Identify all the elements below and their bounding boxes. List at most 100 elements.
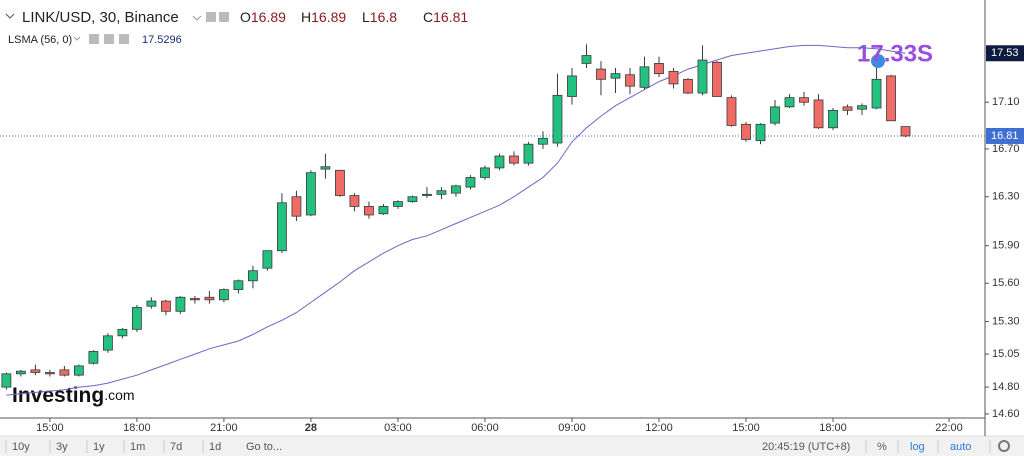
candle-body bbox=[59, 369, 70, 376]
settings-button[interactable] bbox=[998, 440, 1010, 452]
candle-body bbox=[465, 177, 476, 188]
candle-body bbox=[422, 193, 432, 196]
ohlc-value: 16.81 bbox=[433, 9, 468, 25]
y-tick-label: 15.90 bbox=[992, 240, 1020, 252]
candle-body bbox=[132, 307, 142, 330]
candle-body bbox=[697, 59, 708, 94]
toolbar-bg bbox=[0, 436, 1024, 456]
overlay-icon bbox=[871, 54, 885, 68]
indicator-icons bbox=[73, 34, 129, 44]
candle-body bbox=[625, 74, 635, 87]
candle-body bbox=[44, 372, 55, 375]
ohlc-item: H16.89 bbox=[301, 9, 346, 25]
x-tick-label: 21:00 bbox=[210, 422, 238, 434]
clock: 20:45:19 (UTC+8) bbox=[762, 441, 850, 453]
candle-body bbox=[407, 196, 418, 202]
candle-body bbox=[683, 78, 693, 94]
candle-body bbox=[828, 109, 838, 129]
candle-body bbox=[886, 75, 896, 122]
x-tick-label: 09:00 bbox=[558, 422, 586, 434]
candle-body bbox=[248, 270, 258, 282]
ohlc-name: O bbox=[240, 9, 251, 25]
candle-body bbox=[378, 206, 389, 215]
candle-body bbox=[204, 296, 215, 301]
overlay-text: 17.33S bbox=[857, 40, 933, 67]
candle-body bbox=[306, 172, 316, 216]
log-button[interactable]: log bbox=[910, 441, 925, 453]
y-tick-label: 16.70 bbox=[992, 143, 1020, 155]
candle-body bbox=[117, 328, 128, 337]
candle-body bbox=[509, 155, 519, 164]
candle-body bbox=[741, 123, 751, 140]
y-tick-label: 14.60 bbox=[992, 408, 1020, 420]
candle-body bbox=[900, 126, 911, 137]
y-tick-label: 15.30 bbox=[992, 315, 1020, 327]
ohlc-value: 16.89 bbox=[251, 9, 286, 25]
indicator-name: LSMA (56, 0) bbox=[8, 34, 72, 46]
ohlc-name: C bbox=[423, 9, 433, 25]
ohlc-name: H bbox=[301, 9, 311, 25]
candle-body bbox=[799, 97, 809, 103]
candle-body bbox=[349, 195, 360, 207]
range-button[interactable]: 10y bbox=[12, 441, 30, 453]
candle-body bbox=[451, 185, 461, 194]
candle-body bbox=[784, 97, 795, 108]
range-button[interactable]: 7d bbox=[170, 441, 182, 453]
sma-line bbox=[6, 44, 906, 396]
candle-body bbox=[1, 373, 12, 388]
goto-button[interactable]: Go to... bbox=[246, 441, 282, 453]
sma-axis-label: 17.53 bbox=[991, 47, 1019, 59]
candle-body bbox=[262, 250, 273, 269]
ohlc-value: 16.89 bbox=[311, 9, 346, 25]
candle-body bbox=[610, 73, 621, 79]
ohlc-item: L16.8 bbox=[362, 9, 397, 25]
candle-body bbox=[538, 137, 548, 145]
x-tick-label: 03:00 bbox=[384, 422, 412, 434]
y-tick-label: 15.60 bbox=[992, 277, 1020, 289]
price-axis-label: 16.81 bbox=[991, 130, 1019, 142]
candle-body bbox=[755, 123, 766, 142]
candle-body bbox=[523, 143, 534, 164]
range-button[interactable]: 1m bbox=[130, 441, 145, 453]
ohlc-item: C16.81 bbox=[423, 9, 468, 25]
logo: Investing.com bbox=[12, 384, 135, 407]
candle-body bbox=[277, 202, 287, 252]
candle-body bbox=[581, 55, 592, 64]
x-tick-label: 15:00 bbox=[732, 422, 760, 434]
candle-body bbox=[857, 105, 867, 110]
candle-body bbox=[726, 97, 737, 126]
candle-body bbox=[190, 298, 200, 301]
candle-body bbox=[146, 300, 157, 307]
ohlc-item: O16.89 bbox=[240, 9, 286, 25]
range-button[interactable]: 1d bbox=[209, 441, 221, 453]
x-tick-label: 18:00 bbox=[123, 422, 151, 434]
x-tick-label: 22:00 bbox=[935, 422, 963, 434]
candle-body bbox=[364, 206, 374, 216]
auto-button[interactable]: auto bbox=[950, 441, 971, 453]
y-tick-label: 15.05 bbox=[992, 348, 1020, 360]
candle-body bbox=[233, 280, 244, 291]
candle-body bbox=[73, 365, 84, 376]
candle-body bbox=[15, 370, 26, 375]
candle-body bbox=[175, 296, 186, 312]
x-tick-label: 28 bbox=[305, 422, 317, 434]
x-tick-label: 18:00 bbox=[819, 422, 847, 434]
candle-body bbox=[639, 66, 650, 88]
candle-body bbox=[436, 190, 447, 195]
candle-body bbox=[654, 63, 664, 75]
percent-button[interactable]: % bbox=[877, 441, 887, 453]
collapse-arrow[interactable] bbox=[5, 13, 15, 19]
logo-name: Investing bbox=[12, 384, 104, 407]
candle-body bbox=[219, 289, 229, 301]
candle-body bbox=[871, 78, 882, 109]
candle-body bbox=[320, 166, 331, 170]
candle-body bbox=[30, 369, 41, 373]
range-button[interactable]: 3y bbox=[56, 441, 68, 453]
candle-body bbox=[88, 351, 99, 364]
title-icons bbox=[192, 12, 229, 22]
candle-body bbox=[161, 300, 171, 312]
candle-body bbox=[813, 99, 824, 129]
candle-body bbox=[567, 75, 577, 97]
range-button[interactable]: 1y bbox=[93, 441, 105, 453]
